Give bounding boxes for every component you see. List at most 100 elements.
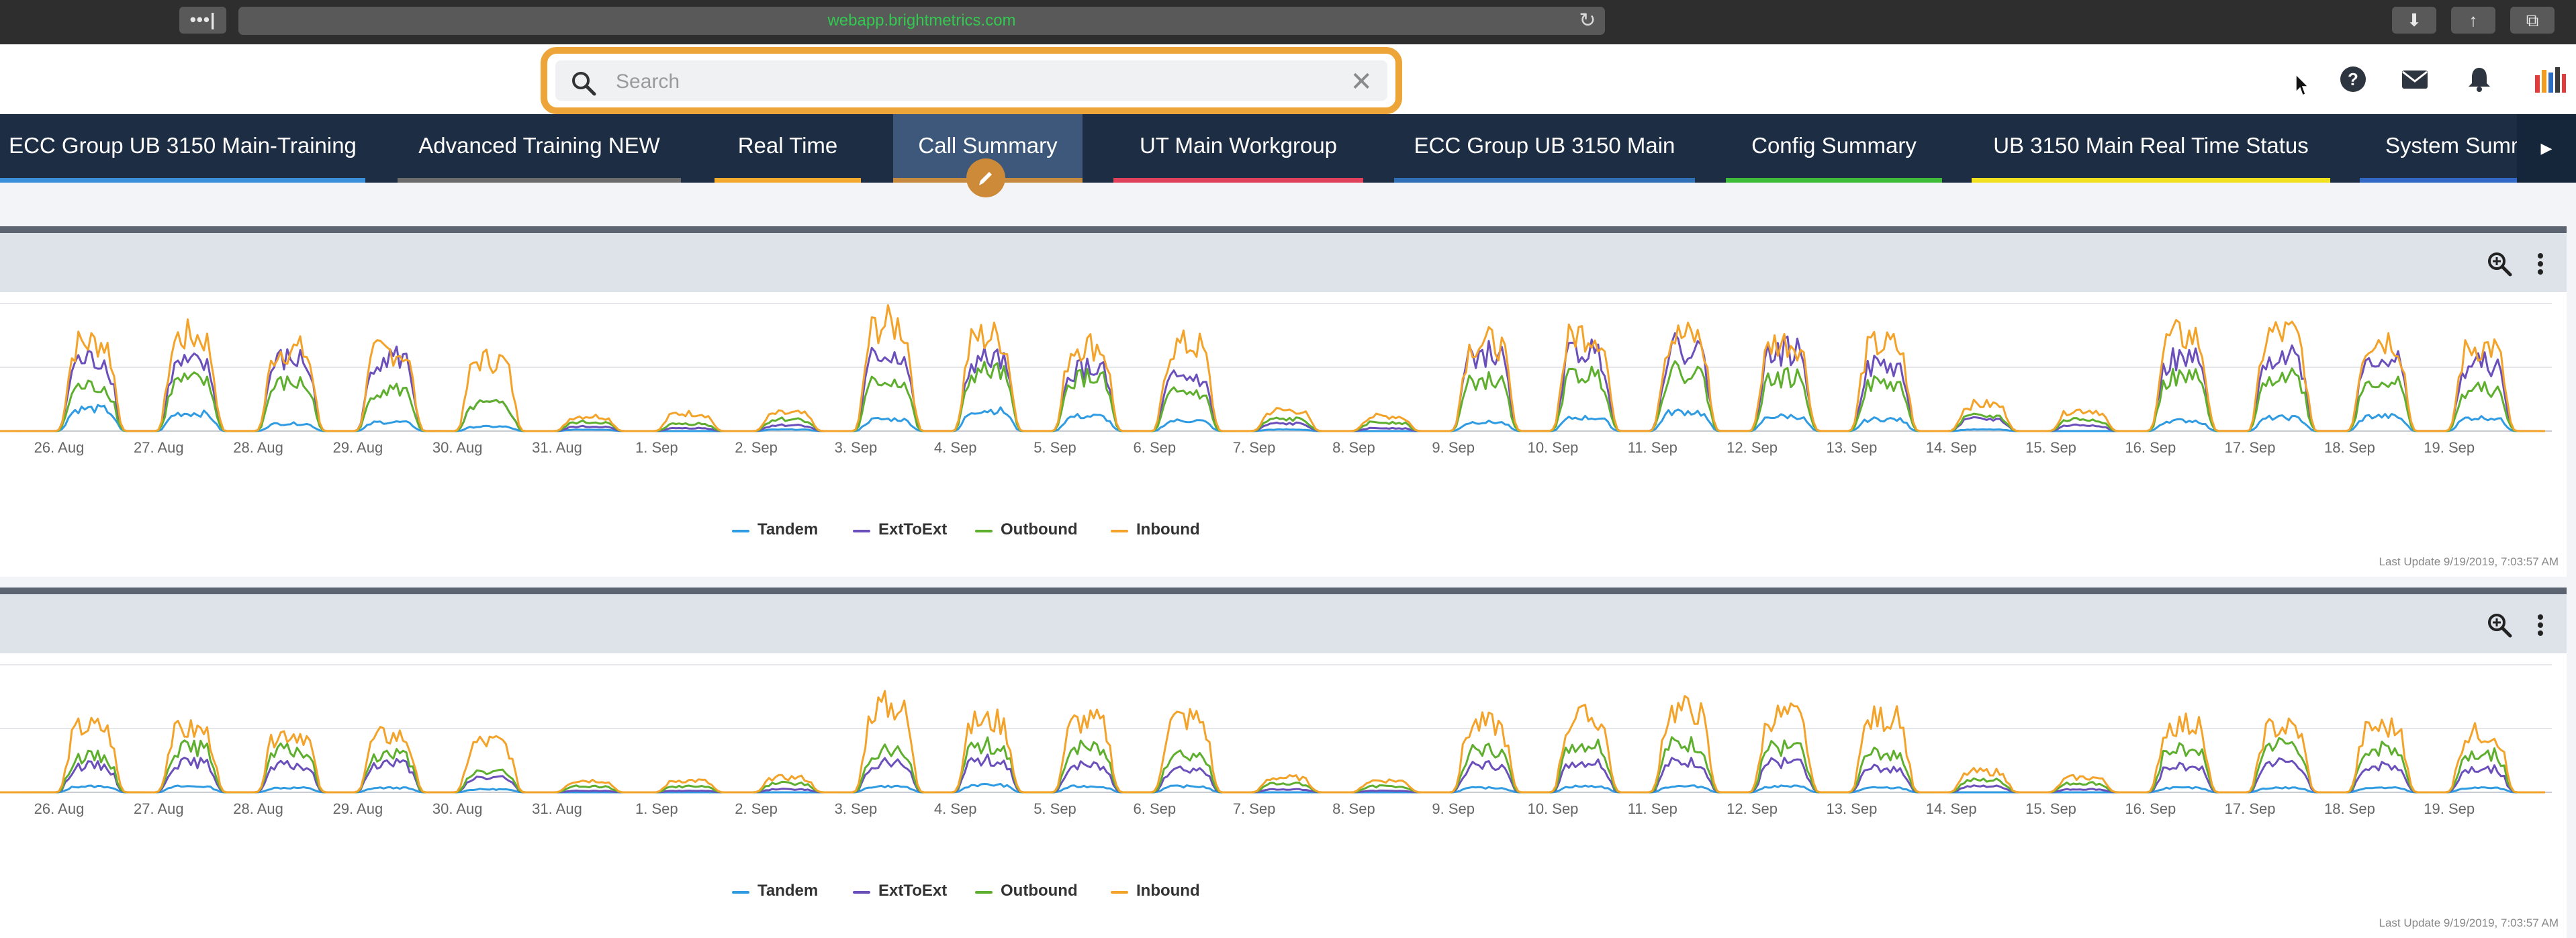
legend-swatch [975,530,993,532]
zoom-icon[interactable] [2486,612,2513,639]
x-tick-label: 15. Sep [2025,439,2076,456]
chart-panel-2: 26. Aug 27. Aug 28. Aug 29. Aug 30. Aug 31. A… [0,588,2567,938]
share-icon[interactable]: ↑ [2451,7,2495,34]
tab-label: UT Main Workgroup [1139,133,1338,158]
help-icon[interactable]: ? [2338,64,2368,94]
tab-label: System Summ [2385,133,2530,158]
series-line-tandem [0,404,2545,432]
x-tick-label: 16. Sep [2125,800,2176,817]
tab-color-bar [715,178,861,183]
mail-icon[interactable] [2400,64,2430,94]
x-tick-label: 27. Aug [134,800,184,817]
legend-label: Inbound [1136,882,1200,900]
tab-label: Real Time [737,133,838,158]
x-tick-label: 4. Sep [934,439,977,456]
legend-swatch [732,530,749,532]
legend-label: Outbound [1001,520,1078,538]
legend-swatch [853,891,870,894]
x-tick-label: 30. Aug [432,439,483,456]
zoom-icon[interactable] [2486,250,2513,277]
x-tick-label: 6. Sep [1133,800,1176,817]
tab-label: UB 3150 Main Real Time Status [1993,133,2309,158]
legend-swatch [1111,530,1128,532]
edit-pencil-icon[interactable] [966,158,1005,197]
x-tick-label: 9. Sep [1432,800,1475,817]
x-tick-label: 11. Sep [1628,800,1677,817]
series-line-outbound [0,360,2545,432]
dashboard-tabs: ECC Group UB 3150 Main-Training Advanced… [0,114,2576,183]
legend-label: Tandem [757,520,819,538]
x-tick-label: 2. Sep [735,800,778,817]
tab-system-summary[interactable]: System Summ [2360,114,2561,183]
tab-color-bar [1394,178,1695,183]
x-tick-label: 28. Aug [233,439,283,456]
x-tick-label: 1. Sep [635,439,678,456]
bell-icon[interactable] [2465,64,2494,94]
download-icon[interactable]: ⬇ [2392,7,2436,34]
x-tick-label: 1. Sep [635,800,678,817]
x-tick-label: 6. Sep [1133,439,1176,456]
x-tick-label: 10. Sep [1528,800,1579,817]
tab-label: Call Summary [918,133,1058,158]
tab-color-bar [398,178,681,183]
tab-ecc-group-training[interactable]: ECC Group UB 3150 Main-Training [0,114,365,183]
x-tick-label: 9. Sep [1432,439,1475,456]
legend-label: ExtToExt [878,520,948,538]
last-update-text: Last Update 9/19/2019, 7:03:57 AM [2379,917,2559,929]
tab-label: ECC Group UB 3150 Main-Training [9,133,357,158]
mouse-cursor-icon [2295,74,2309,97]
more-options-icon[interactable] [2536,612,2545,639]
browser-toolbar: •••| webapp.brightmetrics.com ↻ ⬇ ↑ ⧉ [0,0,2576,44]
tab-ecc-group-main[interactable]: ECC Group UB 3150 Main [1394,114,1695,183]
x-tick-label: 13. Sep [1826,439,1877,456]
x-tick-label: 3. Sep [835,439,878,456]
x-tick-label: 17. Sep [2225,439,2276,456]
reload-icon[interactable]: ↻ [1579,9,1596,32]
tab-config-summary[interactable]: Config Summary [1726,114,1942,183]
x-tick-label: 3. Sep [835,800,878,817]
line-chart: 26. Aug 27. Aug 28. Aug 29. Aug 30. Aug 31. A… [0,664,2552,817]
tab-label: ECC Group UB 3150 Main [1414,133,1675,158]
clear-search-icon[interactable]: ✕ [1350,67,1373,97]
series-line-outbound [0,736,2545,794]
tab-color-bar [1113,178,1363,183]
line-chart: 26. Aug 27. Aug 28. Aug 29. Aug 30. Aug 31. A… [0,303,2552,456]
x-tick-label: 19. Sep [2424,800,2475,817]
legend-swatch [853,530,870,532]
x-tick-label: 29. Aug [333,800,383,817]
x-tick-label: 8. Sep [1332,800,1375,817]
brightmetrics-logo[interactable] [2533,64,2567,94]
legend-label: Inbound [1136,520,1200,538]
tabs-scroll-right-icon[interactable]: ▶ [2517,114,2576,183]
x-tick-label: 7. Sep [1233,800,1276,817]
x-tick-label: 12. Sep [1727,800,1778,817]
legend-swatch [1111,891,1128,894]
tab-advanced-training[interactable]: Advanced Training NEW [398,114,681,183]
address-bar[interactable]: webapp.brightmetrics.com ↻ [238,7,1605,35]
tabs-overview-button[interactable]: •••| [179,7,226,34]
tab-ut-main-workgroup[interactable]: UT Main Workgroup [1113,114,1363,183]
search-container: ✕ [541,47,1402,114]
x-tick-label: 10. Sep [1528,439,1579,456]
x-tick-label: 27. Aug [134,439,184,456]
tab-color-bar [1972,178,2330,183]
app-header: ✕ ? [0,44,2576,114]
x-tick-label: 15. Sep [2025,800,2076,817]
more-options-icon[interactable] [2536,250,2545,277]
x-tick-label: 31. Aug [532,439,582,456]
show-tabs-icon[interactable]: ⧉ [2510,7,2555,34]
legend-label: Tandem [757,882,819,900]
search-input[interactable] [614,64,1316,99]
x-tick-label: 30. Aug [432,800,483,817]
legend-label: Outbound [1001,882,1078,900]
tab-real-time-status[interactable]: UB 3150 Main Real Time Status [1972,114,2330,183]
tab-color-bar [2360,178,2561,183]
series-line-tandem [0,783,2545,794]
series-line-inbound [0,690,2546,794]
x-tick-label: 31. Aug [532,800,582,817]
tab-real-time[interactable]: Real Time [715,114,861,183]
search-box[interactable]: ✕ [555,60,1387,101]
x-tick-label: 29. Aug [333,439,383,456]
tab-color-bar [1726,178,1942,183]
legend-label: ExtToExt [878,882,948,900]
